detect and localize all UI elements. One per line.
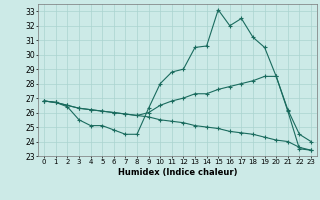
X-axis label: Humidex (Indice chaleur): Humidex (Indice chaleur): [118, 168, 237, 177]
